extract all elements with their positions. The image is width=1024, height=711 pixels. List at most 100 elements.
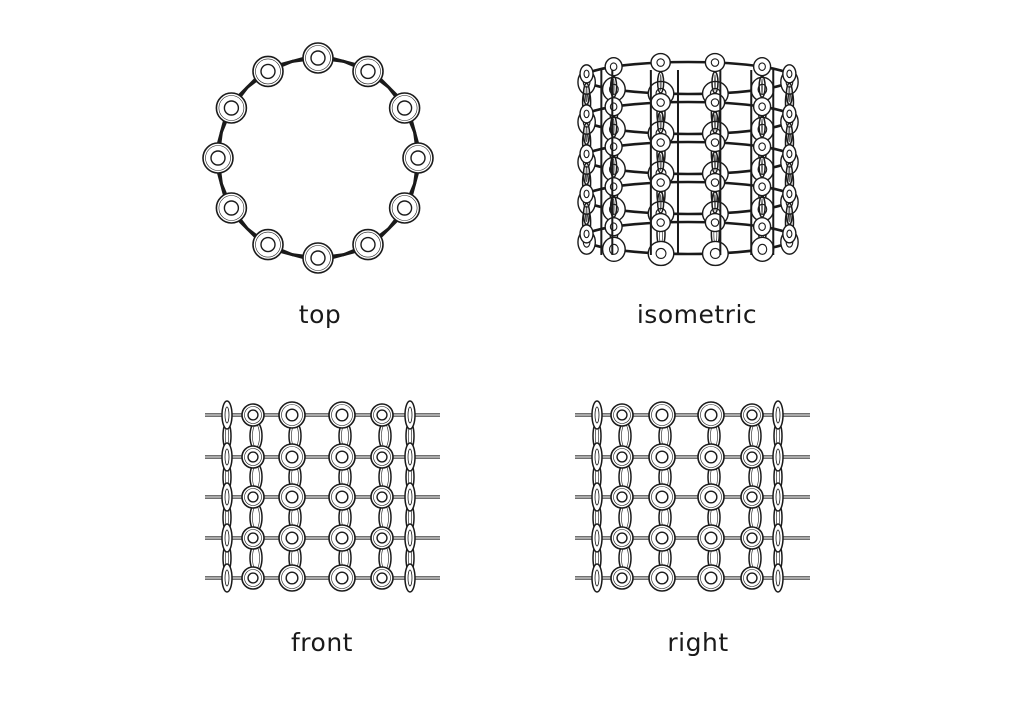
washer-ring-edge — [244, 569, 262, 587]
iso-washer-hole — [758, 142, 766, 151]
iso-washer — [604, 177, 623, 197]
edge-washer-inner — [594, 406, 600, 424]
washer-ring-edge — [355, 58, 381, 85]
edge-washer-inner — [224, 406, 230, 424]
washer-ring-edge — [373, 569, 391, 587]
washer-hole — [247, 409, 259, 421]
washer-hole — [247, 532, 259, 544]
radial-pin — [216, 117, 227, 147]
washer-ring-edge — [743, 406, 761, 424]
washer-ring-edge — [281, 486, 303, 508]
washer-hole — [335, 571, 349, 585]
washer-ring-edge — [391, 195, 418, 221]
washer-hole — [210, 150, 226, 166]
edge-washer-inner — [775, 448, 781, 466]
top-view-label: top — [298, 300, 342, 329]
chain-link-inner — [714, 114, 716, 131]
chain-link-inner — [659, 114, 662, 131]
radial-pin — [409, 117, 420, 147]
washer-hole — [360, 63, 376, 80]
washer-hole — [616, 572, 628, 584]
washer-ring-edge — [651, 527, 673, 549]
iso-washer-hole — [758, 182, 766, 191]
washer-hole — [247, 572, 259, 584]
iso-washer — [752, 56, 772, 77]
washer-ring-edge — [651, 567, 673, 589]
iso-washer — [704, 52, 726, 73]
iso-washer — [647, 240, 675, 267]
iso-washer — [579, 224, 594, 244]
chain-link-inner — [659, 154, 662, 171]
washer-hole — [310, 50, 326, 66]
isometric-view-label: isometric — [636, 300, 758, 329]
edge-washer-inner — [775, 406, 781, 424]
iso-washer-hole — [656, 178, 665, 187]
chain-link-inner — [381, 465, 389, 489]
iso-washer — [650, 132, 671, 153]
washer-ring-edge — [331, 527, 353, 549]
iso-washer — [782, 224, 797, 244]
iso-washer — [701, 240, 729, 267]
washer-ring-edge — [281, 404, 303, 426]
iso-washer — [752, 216, 772, 237]
iso-washer-hole — [655, 247, 667, 260]
washer-hole — [360, 236, 376, 253]
washer-ring-edge — [651, 404, 673, 426]
radial-pin — [216, 169, 227, 199]
washer-hole — [616, 491, 628, 503]
iso-washer-hole — [786, 149, 793, 159]
edge-washer — [591, 523, 603, 553]
washer-ring-edge — [700, 404, 722, 426]
washer-ring-edge — [373, 488, 391, 506]
chain-link-inner — [252, 465, 260, 489]
chain-link-inner — [761, 78, 763, 95]
washer-hole — [376, 491, 388, 503]
iso-washer-hole — [609, 102, 618, 112]
isometric-view-drawing — [570, 40, 810, 280]
iso-washer — [604, 97, 623, 117]
washer-hole — [396, 100, 413, 116]
washer-ring-edge — [281, 567, 303, 589]
washer-ring-edge — [218, 95, 245, 121]
washer-hole — [655, 531, 669, 545]
iso-washer-hole — [758, 222, 766, 231]
radial-pin — [409, 169, 420, 199]
edge-washer — [221, 482, 233, 512]
edge-washer-inner — [775, 488, 781, 506]
washer-hole — [285, 571, 299, 585]
washer-hole — [376, 451, 388, 463]
washer-ring-edge — [331, 446, 353, 468]
edge-washer — [591, 563, 603, 593]
washer-ring-edge — [244, 488, 262, 506]
washer-hole — [616, 532, 628, 544]
iso-washer — [704, 92, 726, 113]
washer-ring-edge — [613, 406, 631, 424]
iso-washer — [579, 184, 594, 204]
washer-ring-edge — [355, 231, 381, 258]
radial-pin — [377, 217, 401, 241]
washer-ring-edge — [281, 527, 303, 549]
washer-hole — [704, 490, 718, 504]
washer-ring-edge — [281, 446, 303, 468]
edge-washer — [221, 442, 233, 472]
washer-hole — [335, 531, 349, 545]
radial-pin — [235, 75, 259, 99]
edge-washer — [221, 523, 233, 553]
chain-link-inner — [788, 125, 791, 143]
edge-washer — [772, 442, 784, 472]
chain-link-inner — [252, 546, 260, 570]
chain-link-inner — [788, 85, 791, 103]
iso-washer — [604, 217, 623, 237]
iso-washer — [704, 212, 726, 233]
iso-washer-hole — [757, 243, 768, 255]
washer-ring-edge — [331, 404, 353, 426]
washer-hole — [260, 236, 276, 253]
chain-link-inner — [761, 158, 763, 175]
washer-ring-edge — [373, 406, 391, 424]
radial-pin — [235, 217, 259, 241]
iso-washer-hole — [583, 189, 590, 199]
edge-washer — [591, 482, 603, 512]
washer-ring-edge — [391, 95, 418, 121]
washer-hole — [285, 408, 299, 422]
chain-link-inner — [585, 125, 588, 143]
